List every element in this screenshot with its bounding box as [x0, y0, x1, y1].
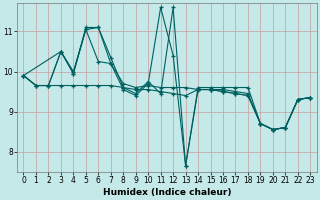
X-axis label: Humidex (Indice chaleur): Humidex (Indice chaleur): [103, 188, 231, 197]
